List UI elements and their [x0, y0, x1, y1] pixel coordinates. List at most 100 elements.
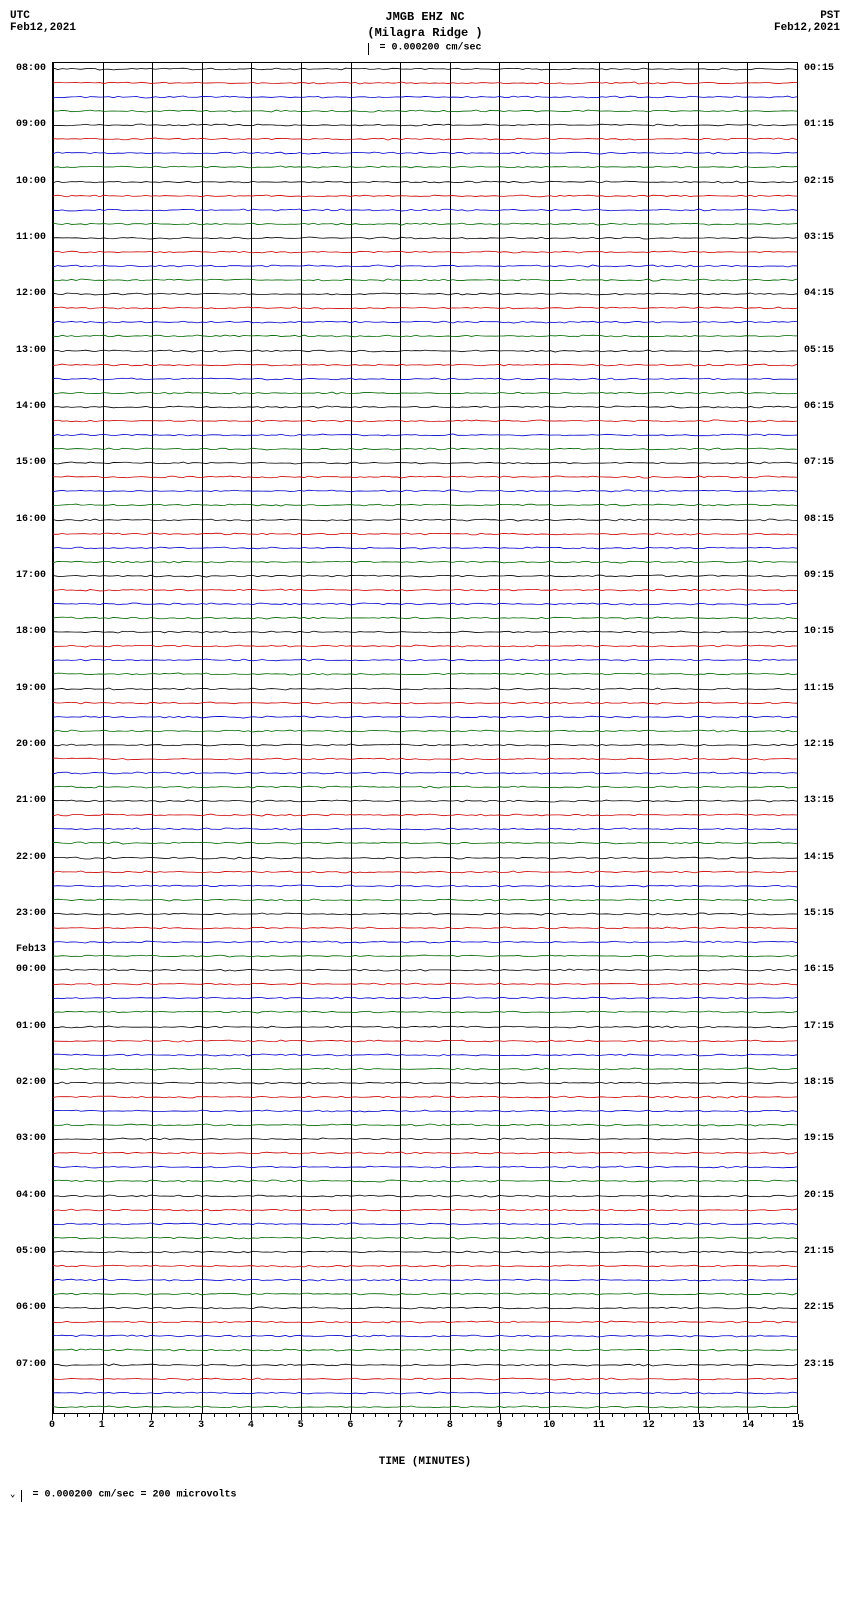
seismogram-chart	[52, 62, 798, 1414]
seismic-trace	[53, 252, 797, 253]
seismic-trace	[53, 125, 797, 126]
seismic-trace	[53, 477, 797, 478]
x-tick-minor	[276, 1414, 277, 1417]
seismic-trace	[53, 83, 797, 84]
x-tick-minor	[512, 1414, 513, 1417]
x-tick-minor	[587, 1414, 588, 1417]
x-tick-minor	[537, 1414, 538, 1417]
seismic-trace	[53, 1308, 797, 1309]
x-tick-minor	[761, 1414, 762, 1417]
y-label-right: 16:15	[804, 964, 834, 975]
scale-note-text: = 0.000200 cm/sec	[379, 43, 481, 54]
seismic-trace	[53, 674, 797, 675]
seismic-trace	[53, 1125, 797, 1126]
y-label-left: 18:00	[16, 626, 46, 637]
y-label-right: 07:15	[804, 457, 834, 468]
seismic-trace	[53, 984, 797, 985]
y-label-left: 16:00	[16, 514, 46, 525]
x-label: 1	[99, 1420, 105, 1431]
x-tick-minor	[64, 1414, 65, 1417]
seismic-trace	[53, 604, 797, 605]
y-label-right: 00:15	[804, 63, 834, 74]
seismic-trace	[53, 956, 797, 957]
y-label-right: 22:15	[804, 1302, 834, 1313]
x-tick-minor	[388, 1414, 389, 1417]
y-label-right: 01:15	[804, 119, 834, 130]
y-label-left: 15:00	[16, 457, 46, 468]
x-tick-minor	[375, 1414, 376, 1417]
seismic-trace	[53, 1294, 797, 1295]
x-tick-minor	[363, 1414, 364, 1417]
seismic-trace	[53, 1224, 797, 1225]
x-tick-minor	[114, 1414, 115, 1417]
y-label-right: 06:15	[804, 401, 834, 412]
x-tick-minor	[326, 1414, 327, 1417]
y-label-left: 00:00	[16, 964, 46, 975]
y-label-left: 20:00	[16, 739, 46, 750]
x-tick-minor	[661, 1414, 662, 1417]
y-label-right: 13:15	[804, 795, 834, 806]
seismic-trace	[53, 1012, 797, 1013]
seismic-trace	[53, 731, 797, 732]
y-label-left: 04:00	[16, 1190, 46, 1201]
seismic-trace	[53, 111, 797, 112]
seismic-trace	[53, 520, 797, 521]
x-tick-minor	[89, 1414, 90, 1417]
x-tick-minor	[711, 1414, 712, 1417]
title-line2: (Milagra Ridge )	[10, 26, 840, 42]
y-label-left: 06:00	[16, 1302, 46, 1313]
x-tick-minor	[736, 1414, 737, 1417]
seismic-trace	[53, 998, 797, 999]
y-label-right: 14:15	[804, 852, 834, 863]
seismic-trace	[53, 167, 797, 168]
seismic-trace	[53, 1139, 797, 1140]
scale-bar-icon	[368, 43, 369, 55]
seismic-trace	[53, 210, 797, 211]
x-tick-minor	[164, 1414, 165, 1417]
seismic-trace	[53, 336, 797, 337]
seismic-trace	[53, 365, 797, 366]
seismic-trace	[53, 449, 797, 450]
seismic-trace	[53, 1210, 797, 1211]
seismic-trace	[53, 914, 797, 915]
seismic-trace	[53, 562, 797, 563]
seismic-trace	[53, 1069, 797, 1070]
seismic-trace	[53, 534, 797, 535]
y-label-right: 21:15	[804, 1246, 834, 1257]
x-label: 6	[347, 1420, 353, 1431]
seismic-trace	[53, 590, 797, 591]
seismic-trace	[53, 1027, 797, 1028]
y-label-left: 12:00	[16, 288, 46, 299]
seismic-trace	[53, 1252, 797, 1253]
seismic-trace	[53, 1041, 797, 1042]
x-label: 2	[148, 1420, 154, 1431]
gridline-vertical	[797, 63, 798, 1413]
x-label: 13	[693, 1420, 705, 1431]
seismic-trace	[53, 196, 797, 197]
y-label-left: 22:00	[16, 852, 46, 863]
seismic-trace	[53, 393, 797, 394]
x-tick-minor	[77, 1414, 78, 1417]
x-label: 12	[643, 1420, 655, 1431]
seismic-trace	[53, 970, 797, 971]
x-tick-minor	[176, 1414, 177, 1417]
x-tick-minor	[413, 1414, 414, 1417]
x-tick-minor	[686, 1414, 687, 1417]
seismic-trace	[53, 1350, 797, 1351]
seismic-trace	[53, 576, 797, 577]
x-label: 7	[397, 1420, 403, 1431]
seismic-trace	[53, 928, 797, 929]
x-tick-minor	[226, 1414, 227, 1417]
seismic-trace	[53, 1336, 797, 1337]
x-tick-minor	[288, 1414, 289, 1417]
seismic-trace	[53, 1111, 797, 1112]
y-label-right: 18:15	[804, 1077, 834, 1088]
seismic-trace	[53, 1407, 797, 1408]
seismic-trace	[53, 548, 797, 549]
seismic-trace	[53, 1365, 797, 1366]
seismic-trace	[53, 829, 797, 830]
seismic-trace	[53, 646, 797, 647]
plot-area: 08:0009:0010:0011:0012:0013:0014:0015:00…	[10, 62, 840, 1468]
x-tick-minor	[139, 1414, 140, 1417]
seismic-trace	[53, 773, 797, 774]
